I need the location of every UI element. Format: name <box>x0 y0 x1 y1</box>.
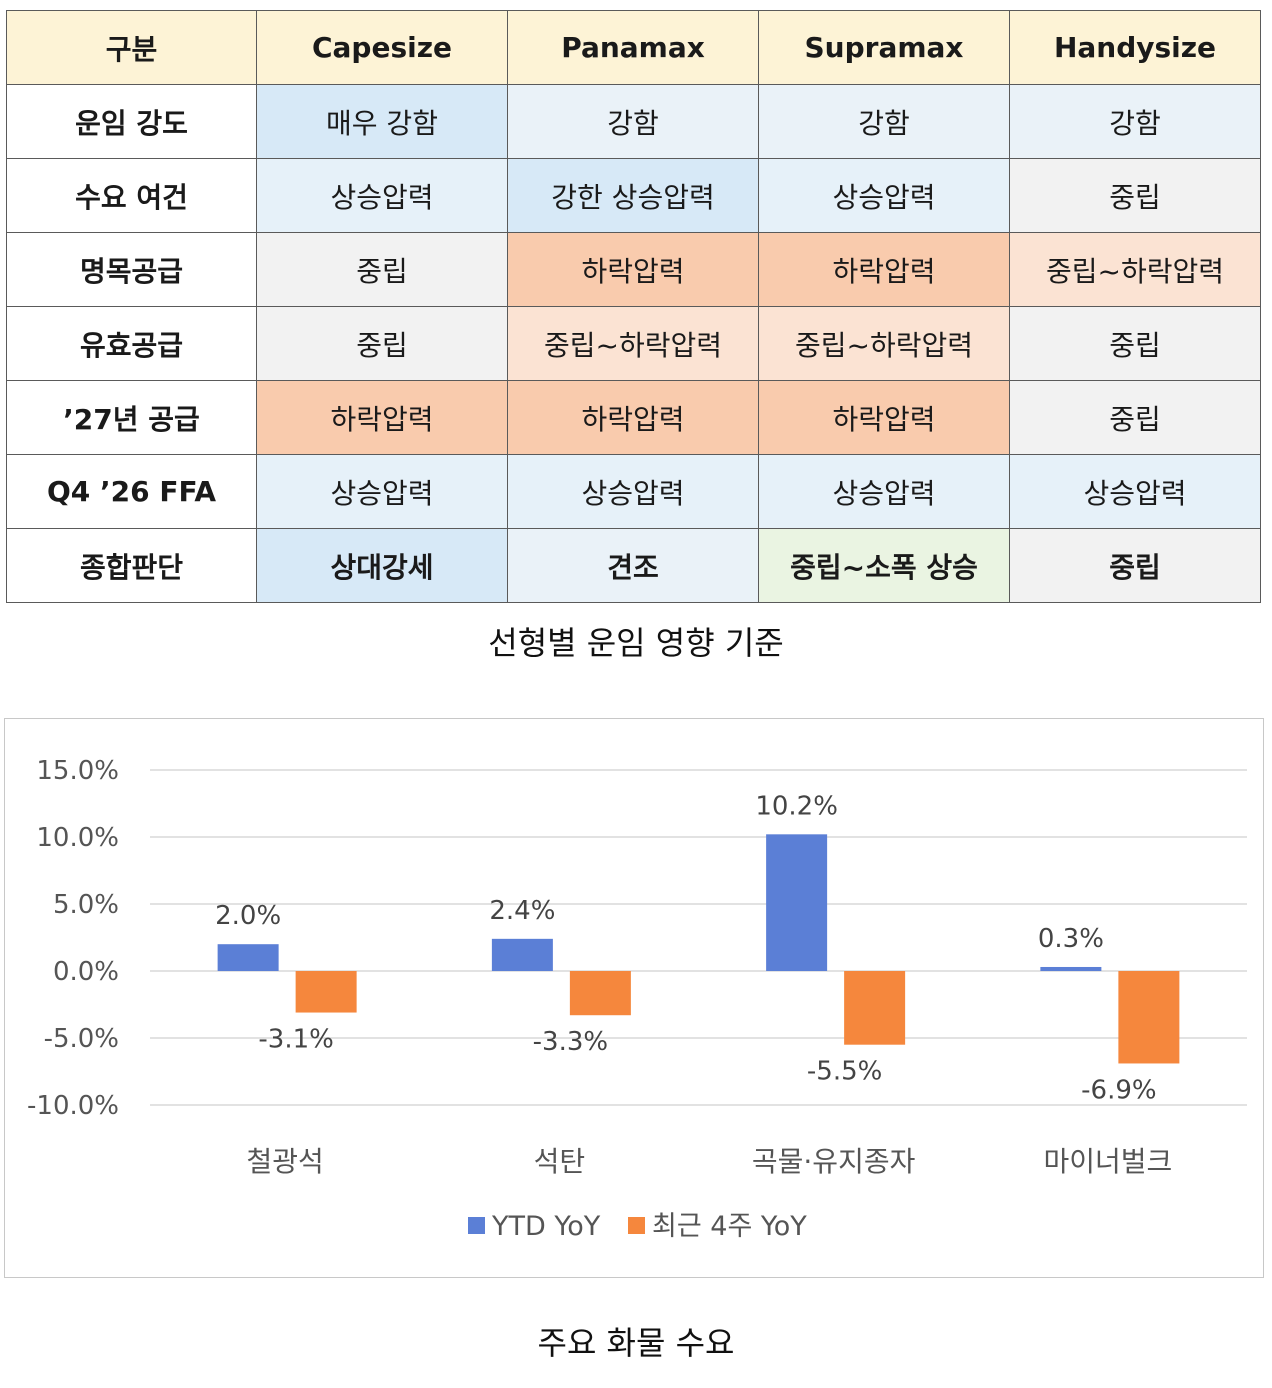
y-tick-label: -10.0% <box>27 1091 119 1121</box>
table-cell: 중립 <box>1009 380 1261 455</box>
data-label: -3.1% <box>258 1025 333 1055</box>
header-category: 구분 <box>6 10 257 85</box>
x-category-label: 마이너벌크 <box>1043 1145 1172 1178</box>
header-supramax: Supramax <box>758 10 1010 85</box>
table-cell: 하락압력 <box>256 380 508 455</box>
table-cell: 하락압력 <box>507 380 759 455</box>
row-label: 수요 여건 <box>6 158 257 233</box>
table-row: 운임 강도 매우 강함 강함 강함 강함 <box>6 84 1261 159</box>
table-header-row: 구분 Capesize Panamax Supramax Handysize <box>6 10 1261 85</box>
table-cell: 강함 <box>507 84 759 159</box>
table-cell: 상승압력 <box>256 158 508 233</box>
data-label: 2.4% <box>489 896 555 926</box>
bar-ytd <box>491 938 553 971</box>
legend-label: YTD YoY <box>491 1211 601 1242</box>
table-cell: 강한 상승압력 <box>507 158 759 233</box>
table-cell: 중립~소폭 상승 <box>758 528 1010 603</box>
data-label: 2.0% <box>215 901 281 931</box>
x-category-label: 곡물·유지종자 <box>752 1145 915 1178</box>
legend-swatch-recent4w <box>628 1217 645 1234</box>
table-row: 수요 여건 상승압력 강한 상승압력 상승압력 중립 <box>6 158 1261 233</box>
row-label: 운임 강도 <box>6 84 257 159</box>
table-cell: 강함 <box>1009 84 1261 159</box>
table-cell: 중립~하락압력 <box>507 306 759 381</box>
bar-ytd <box>766 834 828 971</box>
table-cell: 상승압력 <box>1009 454 1261 529</box>
row-label: Q4 ’26 FFA <box>6 454 257 529</box>
header-handysize: Handysize <box>1009 10 1261 85</box>
table-cell: 상대강세 <box>256 528 508 603</box>
data-label: 10.2% <box>755 791 838 821</box>
row-label: ’27년 공급 <box>6 380 257 455</box>
y-tick-label: 15.0% <box>36 756 119 786</box>
freight-impact-table: 구분 Capesize Panamax Supramax Handysize 운… <box>6 10 1261 603</box>
chart-caption: 주요 화물 수요 <box>537 1324 735 1362</box>
table-cell: 중립 <box>1009 306 1261 381</box>
legend-swatch-ytd <box>468 1217 485 1234</box>
header-capesize: Capesize <box>256 10 508 85</box>
bar-ytd <box>217 944 279 971</box>
table-cell: 강함 <box>758 84 1010 159</box>
data-label: -5.5% <box>807 1057 882 1087</box>
table-cell: 매우 강함 <box>256 84 508 159</box>
x-category-label: 석탄 <box>534 1145 586 1178</box>
table-cell: 상승압력 <box>758 454 1010 529</box>
row-label: 명목공급 <box>6 232 257 307</box>
bar-ytd <box>1040 966 1102 971</box>
row-label: 종합판단 <box>6 528 257 603</box>
legend-label: 최근 4주 YoY <box>652 1211 807 1242</box>
table-cell: 중립 <box>256 306 508 381</box>
data-label: 0.3% <box>1038 924 1104 954</box>
data-label: -6.9% <box>1081 1075 1156 1105</box>
table-cell: 하락압력 <box>758 232 1010 307</box>
table-cell: 중립 <box>256 232 508 307</box>
table-cell: 상승압력 <box>758 158 1010 233</box>
table-cell: 하락압력 <box>507 232 759 307</box>
bar-recent4w <box>844 971 906 1045</box>
x-category-label: 철광석 <box>246 1145 323 1178</box>
y-tick-label: -5.0% <box>44 1024 119 1054</box>
table-cell: 중립 <box>1009 528 1261 603</box>
y-tick-label: 5.0% <box>53 890 119 920</box>
bar-recent4w <box>295 971 357 1013</box>
table-cell: 하락압력 <box>758 380 1010 455</box>
table-cell: 중립~하락압력 <box>758 306 1010 381</box>
table-row-summary: 종합판단 상대강세 견조 중립~소폭 상승 중립 <box>6 528 1261 603</box>
table-row: 명목공급 중립 하락압력 하락압력 중립~하락압력 <box>6 232 1261 307</box>
table-caption: 선형별 운임 영향 기준 <box>488 624 784 662</box>
chart-svg: 15.0% 10.0% 5.0% 0.0% -5.0% -10.0% 2.0% -3.1% 철광… <box>27 756 1247 1242</box>
table-row: Q4 ’26 FFA 상승압력 상승압력 상승압력 상승압력 <box>6 454 1261 529</box>
bar-recent4w <box>1118 971 1180 1064</box>
table-row: ’27년 공급 하락압력 하락압력 하락압력 중립 <box>6 380 1261 455</box>
bar-recent4w <box>569 971 631 1016</box>
table-cell: 중립~하락압력 <box>1009 232 1261 307</box>
header-panamax: Panamax <box>507 10 759 85</box>
table-cell: 중립 <box>1009 158 1261 233</box>
cargo-demand-chart: 15.0% 10.0% 5.0% 0.0% -5.0% -10.0% 2.0% -3.1% 철광… <box>4 718 1264 1278</box>
table-cell: 상승압력 <box>507 454 759 529</box>
table-cell: 견조 <box>507 528 759 603</box>
y-tick-label: 10.0% <box>36 823 119 853</box>
y-tick-label: 0.0% <box>53 957 119 987</box>
row-label: 유효공급 <box>6 306 257 381</box>
table-cell: 상승압력 <box>256 454 508 529</box>
data-label: -3.3% <box>533 1027 608 1057</box>
table-row: 유효공급 중립 중립~하락압력 중립~하락압력 중립 <box>6 306 1261 381</box>
